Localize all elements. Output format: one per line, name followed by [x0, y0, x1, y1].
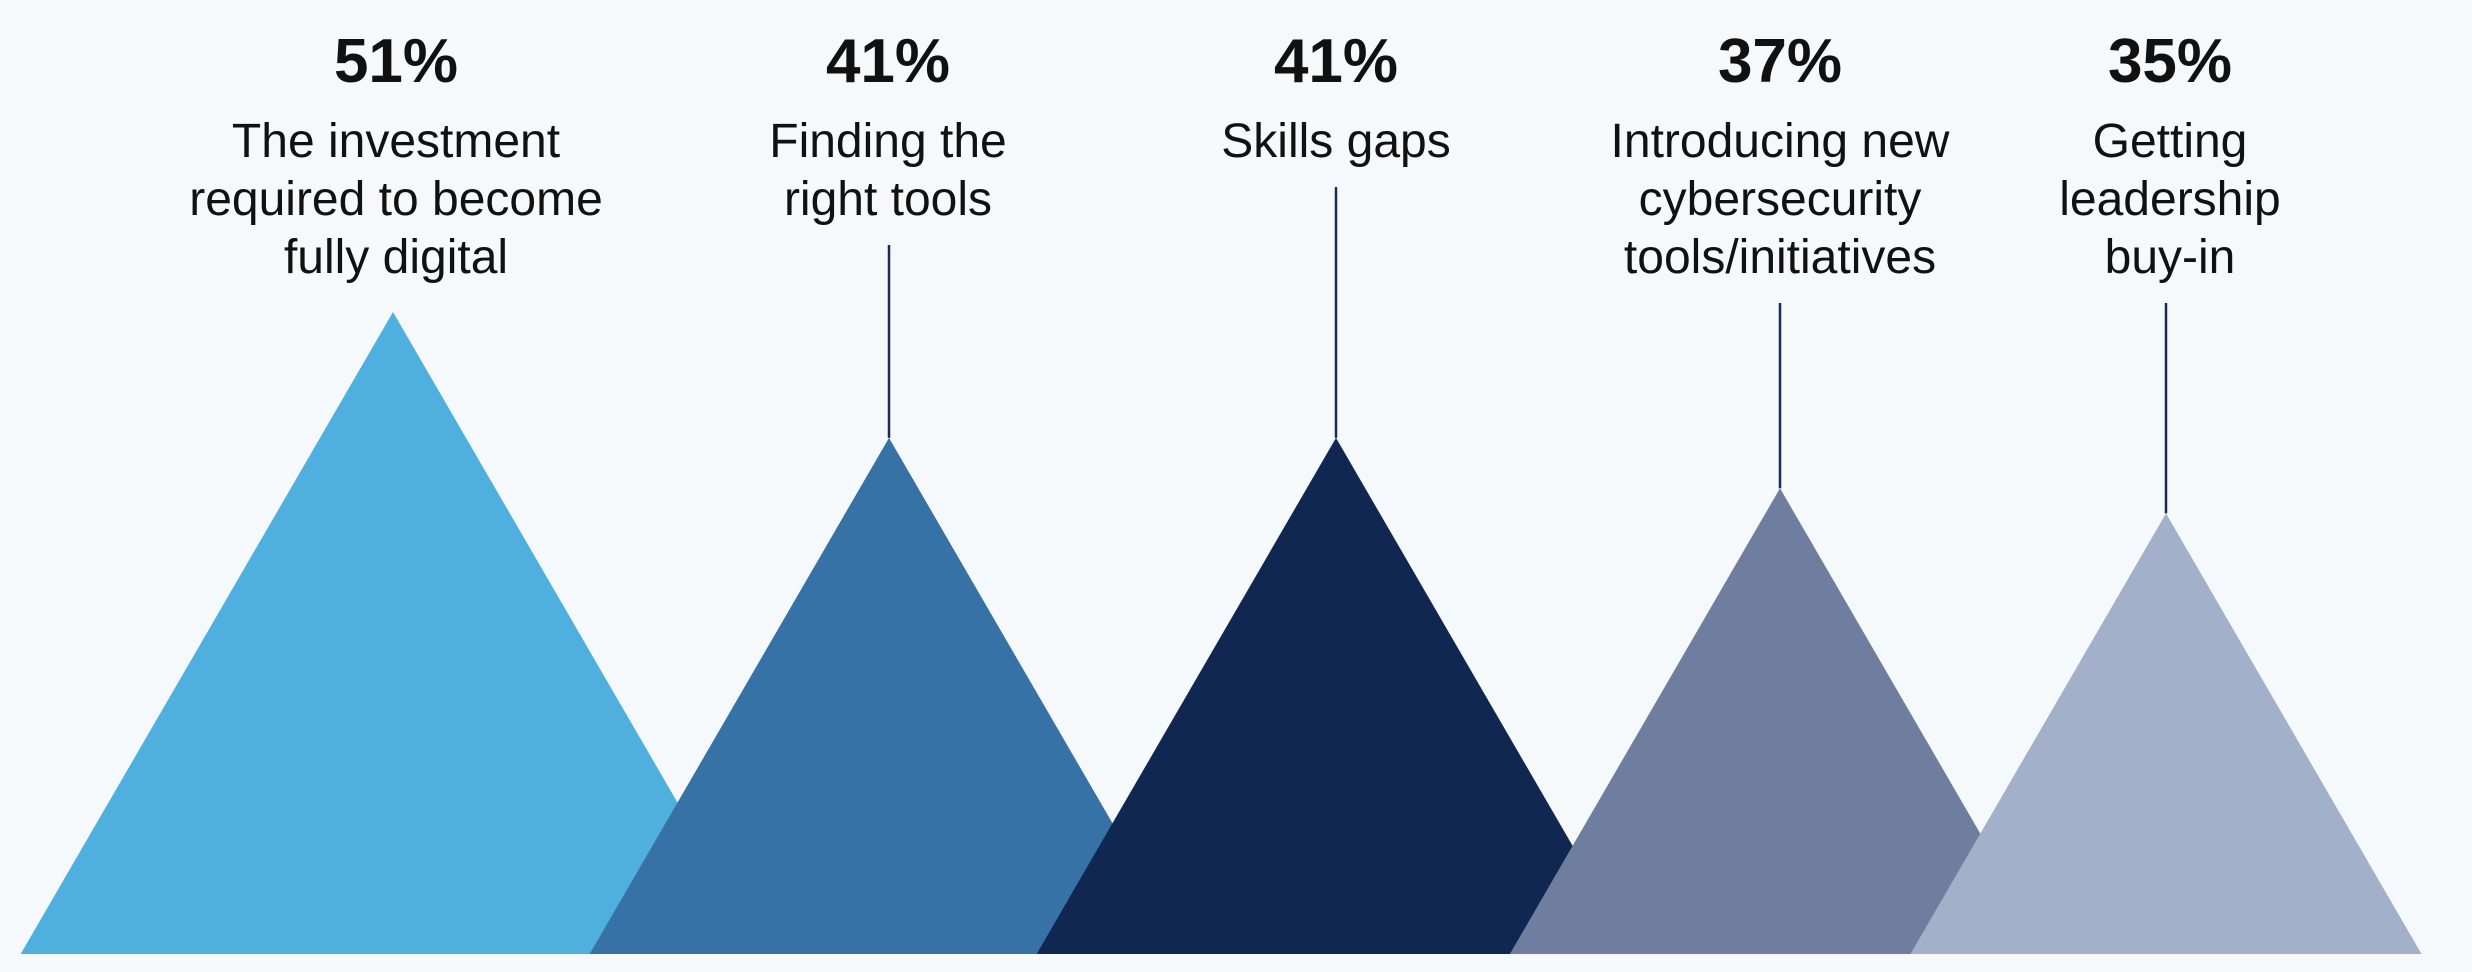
category-label-2-line-2: right tools [784, 173, 992, 226]
value-label-2: 41% [826, 27, 950, 96]
category-label-4-line-1: Introducing new [1611, 115, 1950, 168]
category-label-5-line-1: Getting [2093, 115, 2248, 168]
peak-getting-5 [1910, 513, 2422, 954]
category-label-1-line-2: required to become [189, 173, 603, 226]
category-label-1-line-3: fully digital [284, 231, 508, 284]
peak-introducing-new-4 [1509, 488, 2051, 954]
value-label-3: 41% [1274, 27, 1398, 96]
category-label-5-line-2: leadership [2059, 173, 2280, 226]
category-label-1-line-1: The investment [232, 115, 560, 168]
category-label-2-line-1: Finding the [769, 115, 1007, 168]
category-label-3-line-1: Skills gaps [1221, 115, 1450, 168]
value-label-5: 35% [2108, 27, 2232, 96]
category-label-4-line-3: tools/initiatives [1624, 231, 1936, 284]
peak-the-investment-1 [20, 312, 766, 954]
value-label-1: 51% [334, 27, 458, 96]
value-label-4: 37% [1718, 27, 1842, 96]
category-label-5-line-3: buy-in [2105, 231, 2236, 284]
peak-finding-the-2 [589, 437, 1189, 955]
peak-skills-gaps-3 [1036, 437, 1636, 955]
category-label-4-line-2: cybersecurity [1639, 173, 1922, 226]
